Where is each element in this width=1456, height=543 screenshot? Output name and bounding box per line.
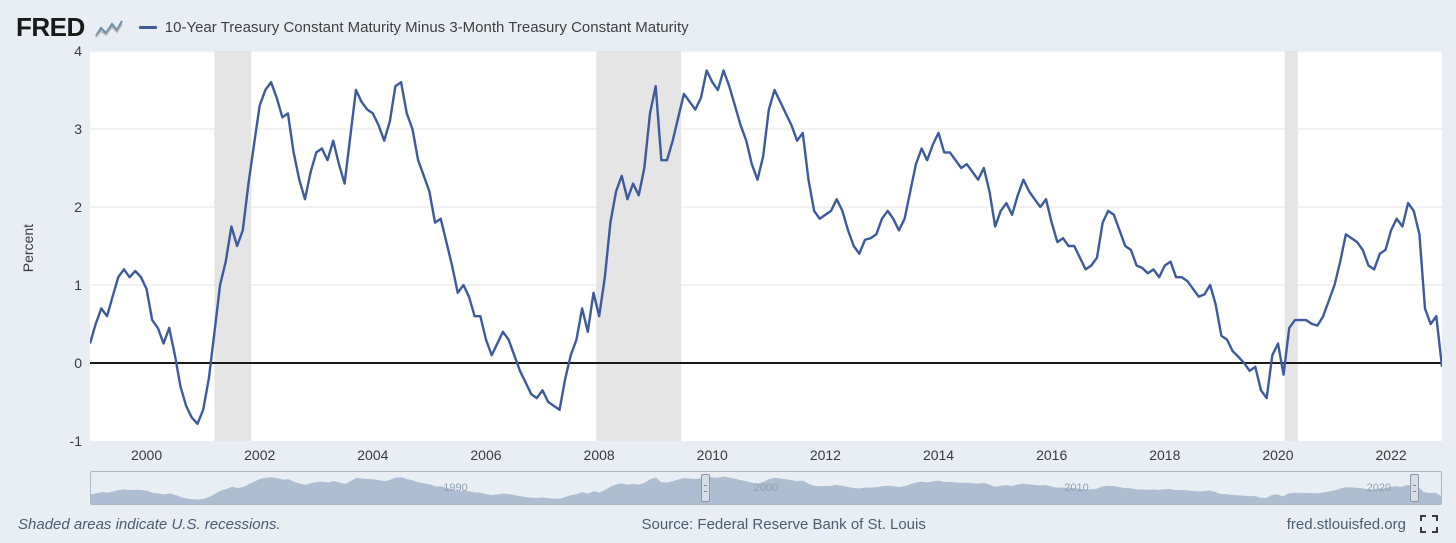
scrubber-year-label: 1990 [443, 482, 467, 494]
footer-source: Source: Federal Reserve Bank of St. Loui… [642, 516, 926, 533]
x-axis-ticks: 2000 2002 2004 2006 2008 2010 2012 2014 2016 2018… [90, 441, 1442, 467]
scrubber-year-label: 2000 [754, 482, 778, 494]
y-tick: 0 [74, 355, 82, 371]
x-tick: 2012 [810, 447, 841, 463]
scrubber-year-label: 2010 [1064, 482, 1088, 494]
x-tick: 2022 [1376, 447, 1407, 463]
chart-logo-icon [95, 18, 123, 38]
y-tick: -1 [70, 433, 82, 449]
x-tick: 2000 [131, 447, 162, 463]
x-tick: 2016 [1036, 447, 1067, 463]
chart-container: FRED 10-Year Treasury Constant Maturity … [0, 0, 1456, 543]
x-tick: 2002 [244, 447, 275, 463]
legend-label: 10-Year Treasury Constant Maturity Minus… [165, 19, 689, 36]
plot-area[interactable] [90, 51, 1442, 441]
legend-swatch [139, 26, 157, 29]
scrubber-handle-left[interactable] [701, 474, 710, 502]
footer-recession-note: Shaded areas indicate U.S. recessions. [18, 516, 281, 533]
y-tick: 1 [74, 277, 82, 293]
y-axis-ticks: -101234 [36, 51, 90, 441]
expand-icon[interactable] [1420, 515, 1438, 533]
y-tick: 3 [74, 121, 82, 137]
y-axis-label: Percent [14, 224, 36, 272]
chart-wrap: -101234 20002002200420062008201020122014… [36, 51, 1442, 505]
footer-url: fred.stlouisfed.org [1287, 516, 1406, 533]
x-tick: 2006 [470, 447, 501, 463]
x-tick: 2020 [1262, 447, 1293, 463]
scrubber[interactable]: 1990 2000 2010 2020 [90, 471, 1442, 505]
x-tick: 2010 [697, 447, 728, 463]
x-tick: 2004 [357, 447, 388, 463]
y-tick: 2 [74, 199, 82, 215]
chart-outer: Percent -101234 200020022004200620082010… [14, 51, 1442, 505]
chart-area: -101234 [36, 51, 1442, 441]
x-tick: 2008 [584, 447, 615, 463]
x-tick: 2014 [923, 447, 954, 463]
fred-logo: FRED [16, 12, 85, 43]
scrubber-year-label: 2020 [1367, 482, 1391, 494]
header: FRED 10-Year Treasury Constant Maturity … [14, 8, 1442, 51]
scrubber-handle-right[interactable] [1410, 474, 1419, 502]
footer: Shaded areas indicate U.S. recessions. S… [14, 515, 1442, 533]
y-tick: 4 [74, 43, 82, 59]
legend: 10-Year Treasury Constant Maturity Minus… [139, 19, 689, 36]
x-tick: 2018 [1149, 447, 1180, 463]
